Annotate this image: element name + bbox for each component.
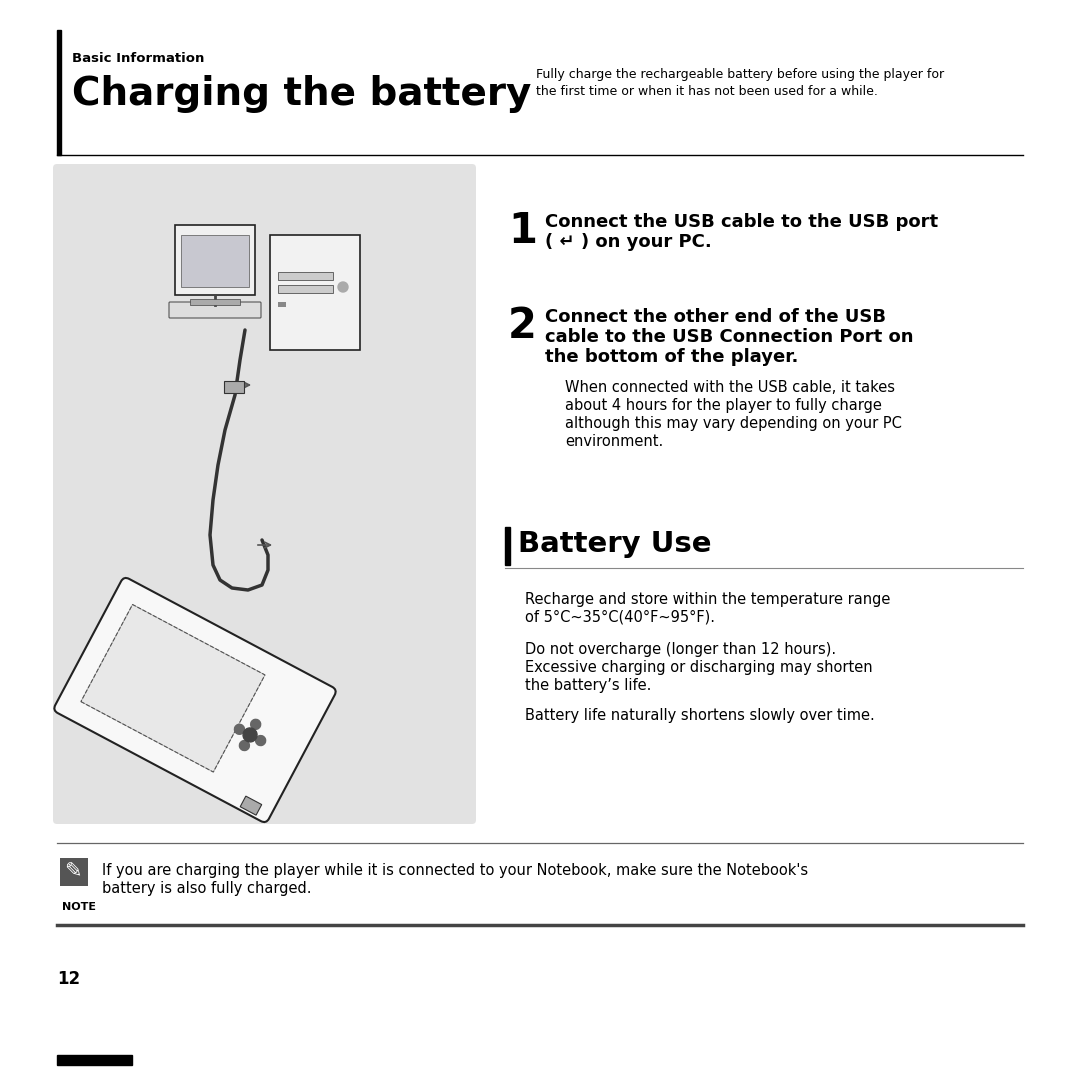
Text: ✎: ✎ xyxy=(64,861,81,881)
Bar xyxy=(505,527,510,565)
FancyBboxPatch shape xyxy=(175,225,255,295)
Text: 2: 2 xyxy=(508,305,537,347)
Text: Recharge and store within the temperature range: Recharge and store within the temperatur… xyxy=(525,592,890,607)
Text: Connect the USB cable to the USB port: Connect the USB cable to the USB port xyxy=(545,213,939,231)
Text: 1: 1 xyxy=(508,210,537,252)
Circle shape xyxy=(251,719,260,729)
Bar xyxy=(57,1055,132,1065)
FancyBboxPatch shape xyxy=(168,302,261,318)
FancyBboxPatch shape xyxy=(53,164,476,824)
Text: Fully charge the rechargeable battery before using the player for: Fully charge the rechargeable battery be… xyxy=(536,68,944,81)
Text: Battery life naturally shortens slowly over time.: Battery life naturally shortens slowly o… xyxy=(525,708,875,723)
Text: If you are charging the player while it is connected to your Notebook, make sure: If you are charging the player while it … xyxy=(102,863,808,878)
Bar xyxy=(240,796,261,815)
Circle shape xyxy=(240,741,249,751)
Bar xyxy=(57,30,60,156)
Text: battery is also fully charged.: battery is also fully charged. xyxy=(102,881,311,896)
Text: cable to the USB Connection Port on: cable to the USB Connection Port on xyxy=(545,328,914,346)
Bar xyxy=(278,285,333,293)
Text: the battery’s life.: the battery’s life. xyxy=(525,678,651,693)
FancyBboxPatch shape xyxy=(270,235,360,350)
Bar xyxy=(224,381,244,393)
Bar xyxy=(81,605,265,772)
Text: although this may vary depending on your PC: although this may vary depending on your… xyxy=(565,416,902,431)
FancyBboxPatch shape xyxy=(54,578,336,822)
Text: environment.: environment. xyxy=(565,434,663,449)
Bar xyxy=(278,272,333,280)
Text: Basic Information: Basic Information xyxy=(72,52,204,65)
Bar xyxy=(278,302,286,307)
Text: about 4 hours for the player to fully charge: about 4 hours for the player to fully ch… xyxy=(565,399,882,413)
Bar xyxy=(81,605,265,772)
Circle shape xyxy=(338,282,348,292)
Bar xyxy=(60,858,87,886)
Circle shape xyxy=(256,735,266,745)
Text: the bottom of the player.: the bottom of the player. xyxy=(545,348,798,366)
Circle shape xyxy=(234,725,244,734)
Text: the first time or when it has not been used for a while.: the first time or when it has not been u… xyxy=(536,85,878,98)
Text: When connected with the USB cable, it takes: When connected with the USB cable, it ta… xyxy=(565,380,895,395)
Text: Connect the other end of the USB: Connect the other end of the USB xyxy=(545,308,886,326)
Bar xyxy=(181,235,249,287)
Text: Battery Use: Battery Use xyxy=(518,530,712,558)
Text: of 5°C~35°C(40°F~95°F).: of 5°C~35°C(40°F~95°F). xyxy=(525,610,715,625)
Text: ( ↵ ) on your PC.: ( ↵ ) on your PC. xyxy=(545,233,712,251)
Text: Charging the battery: Charging the battery xyxy=(72,75,531,113)
Circle shape xyxy=(243,728,257,742)
Text: NOTE: NOTE xyxy=(62,902,96,912)
Text: 12: 12 xyxy=(57,970,80,988)
Text: Excessive charging or discharging may shorten: Excessive charging or discharging may sh… xyxy=(525,660,873,675)
Bar xyxy=(190,299,240,305)
Text: Do not overcharge (longer than 12 hours).: Do not overcharge (longer than 12 hours)… xyxy=(525,642,836,657)
